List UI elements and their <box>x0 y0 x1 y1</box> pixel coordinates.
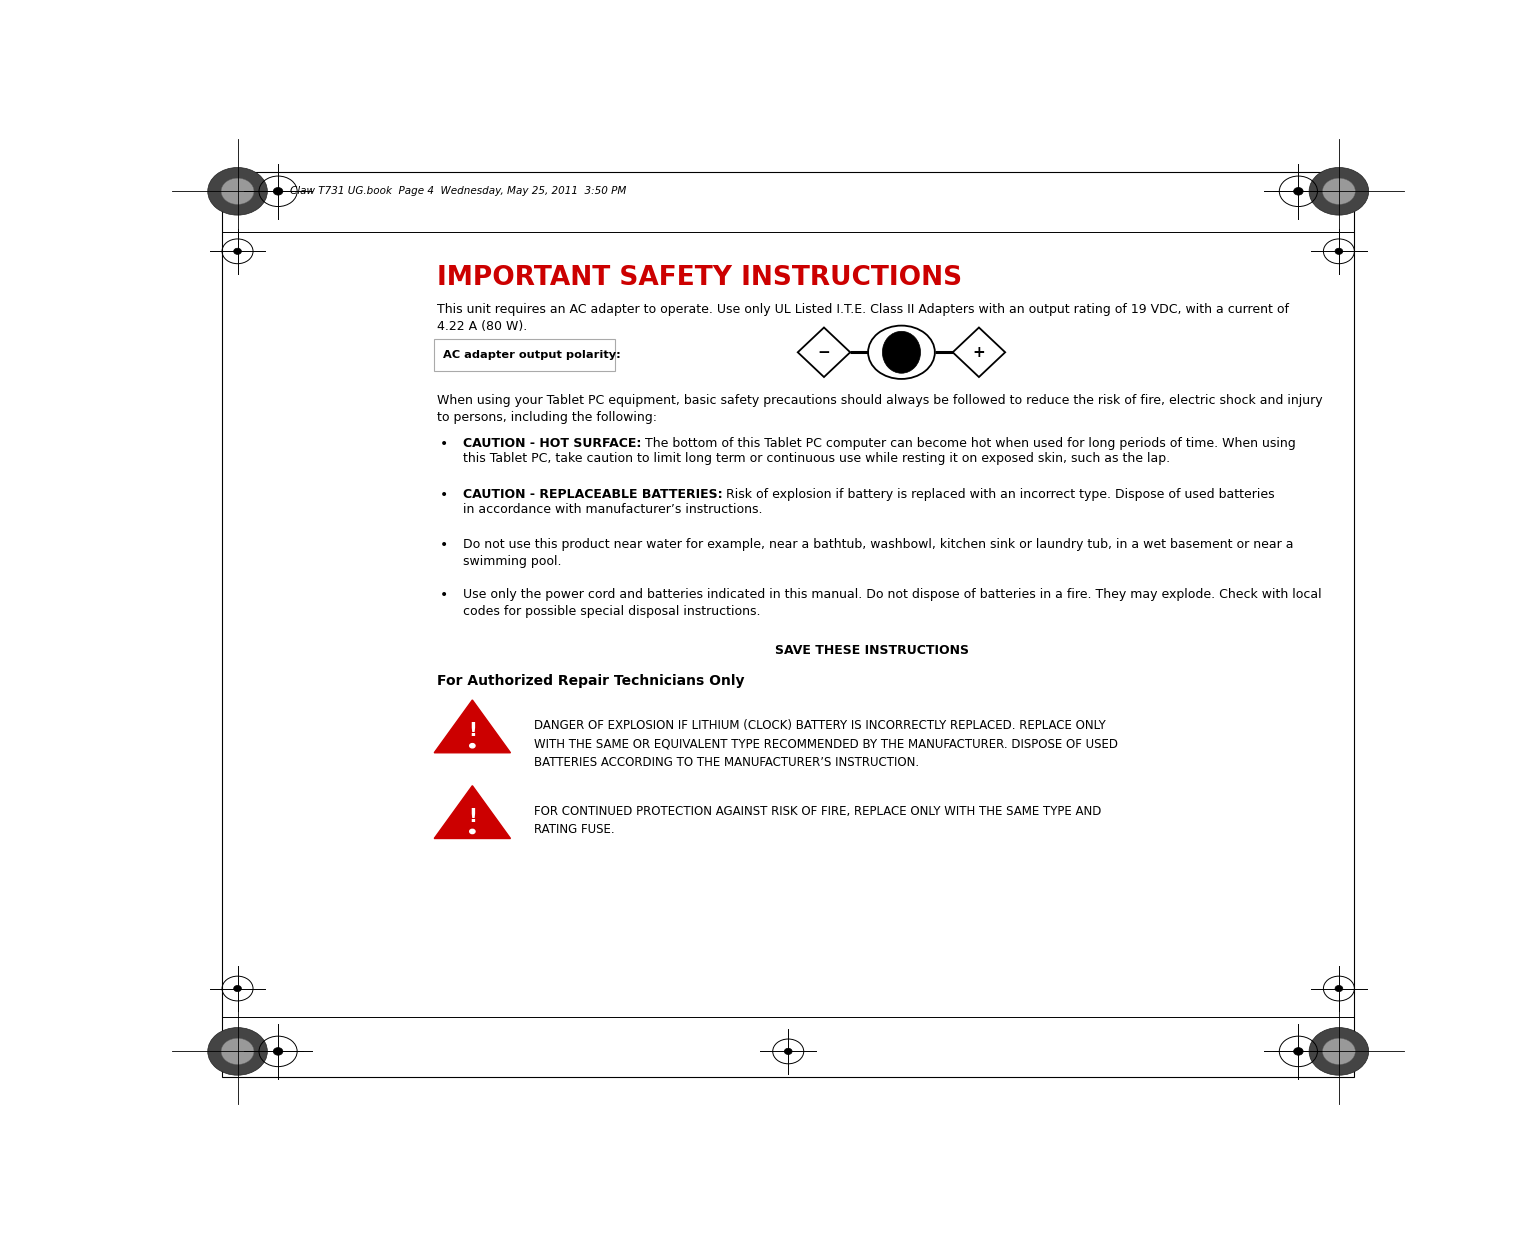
Circle shape <box>1335 986 1343 992</box>
Text: this Tablet PC, take caution to limit long term or continuous use while resting : this Tablet PC, take caution to limit lo… <box>463 453 1170 465</box>
Circle shape <box>1293 1048 1303 1055</box>
Circle shape <box>1309 167 1369 215</box>
Text: For Authorized Repair Technicians Only: For Authorized Repair Technicians Only <box>437 674 744 688</box>
Text: CAUTION - HOT SURFACE:: CAUTION - HOT SURFACE: <box>463 437 641 450</box>
Text: Claw T731 UG.book  Page 4  Wednesday, May 25, 2011  3:50 PM: Claw T731 UG.book Page 4 Wednesday, May … <box>291 187 626 197</box>
Circle shape <box>274 1048 283 1055</box>
Text: This unit requires an AC adapter to operate. Use only UL Listed I.T.E. Class II : This unit requires an AC adapter to oper… <box>437 303 1289 333</box>
Text: IMPORTANT SAFETY INSTRUCTIONS: IMPORTANT SAFETY INSTRUCTIONS <box>437 265 961 291</box>
Text: •: • <box>440 487 449 501</box>
Text: +: + <box>972 345 986 360</box>
Circle shape <box>208 1028 268 1075</box>
Circle shape <box>1323 178 1355 204</box>
Circle shape <box>221 1038 254 1065</box>
Text: DANGER OF EXPLOSION IF LITHIUM (CLOCK) BATTERY IS INCORRECTLY REPLACED. REPLACE : DANGER OF EXPLOSION IF LITHIUM (CLOCK) B… <box>534 719 1118 769</box>
Circle shape <box>469 743 475 748</box>
Text: !: ! <box>468 808 477 826</box>
Circle shape <box>234 986 241 992</box>
Circle shape <box>1323 1038 1355 1065</box>
Circle shape <box>234 249 241 255</box>
Text: Risk of explosion if battery is replaced with an incorrect type. Dispose of used: Risk of explosion if battery is replaced… <box>723 487 1275 501</box>
Text: CAUTION - REPLACEABLE BATTERIES:: CAUTION - REPLACEABLE BATTERIES: <box>463 487 723 501</box>
Text: •: • <box>440 437 449 452</box>
Circle shape <box>1293 188 1303 195</box>
Text: −: − <box>818 345 831 360</box>
Polygon shape <box>434 785 511 839</box>
Text: SAVE THESE INSTRUCTIONS: SAVE THESE INSTRUCTIONS <box>775 643 969 657</box>
Text: FOR CONTINUED PROTECTION AGAINST RISK OF FIRE, REPLACE ONLY WITH THE SAME TYPE A: FOR CONTINUED PROTECTION AGAINST RISK OF… <box>534 805 1101 836</box>
Text: •: • <box>440 589 449 602</box>
Text: The bottom of this Tablet PC computer can become hot when used for long periods : The bottom of this Tablet PC computer ca… <box>641 437 1297 450</box>
Text: Do not use this product near water for example, near a bathtub, washbowl, kitche: Do not use this product near water for e… <box>463 538 1293 568</box>
Polygon shape <box>434 700 511 753</box>
Circle shape <box>469 829 475 834</box>
Text: in accordance with manufacturer’s instructions.: in accordance with manufacturer’s instru… <box>463 502 763 516</box>
Text: !: ! <box>468 721 477 741</box>
Circle shape <box>221 178 254 204</box>
Text: When using your Tablet PC equipment, basic safety precautions should always be f: When using your Tablet PC equipment, bas… <box>437 395 1323 424</box>
Text: AC adapter output polarity:: AC adapter output polarity: <box>443 350 620 360</box>
Text: Use only the power cord and batteries indicated in this manual. Do not dispose o: Use only the power cord and batteries in… <box>463 589 1321 618</box>
Circle shape <box>208 167 268 215</box>
Circle shape <box>274 188 283 195</box>
Circle shape <box>1309 1028 1369 1075</box>
Text: •: • <box>440 538 449 552</box>
Circle shape <box>784 1048 792 1054</box>
Ellipse shape <box>883 332 921 374</box>
Circle shape <box>1335 249 1343 255</box>
